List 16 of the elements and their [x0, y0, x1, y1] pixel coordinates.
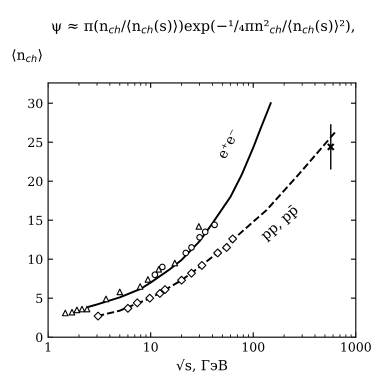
x-axis-title: √s, ГэВ	[176, 358, 228, 372]
x-tick-label: 1	[46, 342, 50, 352]
text: e⁺e⁻	[217, 128, 239, 160]
y-tick-label: 5	[36, 294, 42, 304]
y-tick-label: 20	[28, 176, 42, 186]
x-tick-label: 10	[144, 342, 158, 352]
y-tick-label: 15	[28, 216, 42, 226]
x-tick-label: 100	[242, 342, 264, 352]
y-axis-title: ⟨n$_{ch}$⟩	[12, 49, 42, 62]
y-tick-label: 30	[28, 98, 42, 108]
y-tick-label: 25	[28, 138, 42, 148]
y-tick-label: 10	[28, 254, 42, 264]
text: pp, pp̄	[259, 204, 300, 243]
chart-title: ψ ≈ π(n$_{ch}$/⟨n$_{ch}$(s)⟩)exp(−¹/₄πn²$_{ch}$/⟨n$_{ch}$(s)⟩²),	[52, 20, 354, 34]
y-tick-label: 0	[36, 332, 42, 342]
x-tick-label: 1000	[341, 342, 371, 352]
